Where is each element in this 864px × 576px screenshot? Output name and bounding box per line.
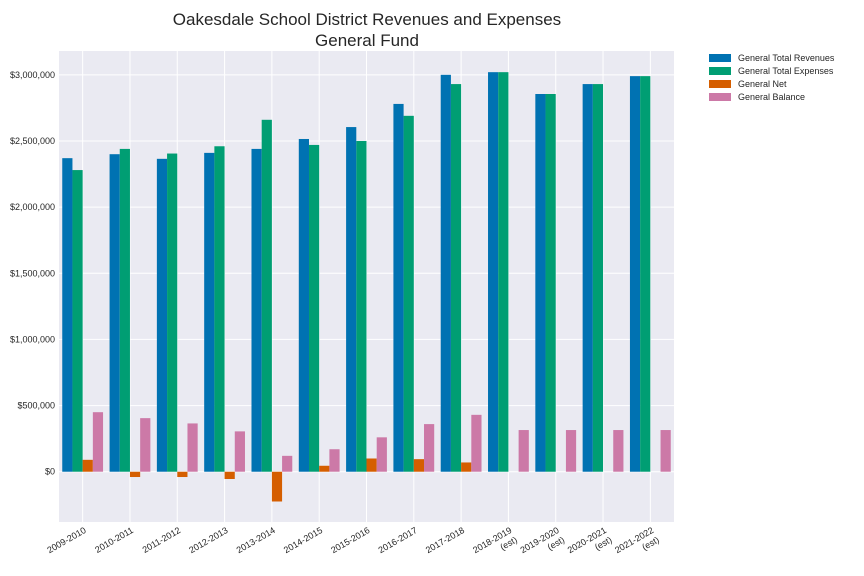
bar bbox=[471, 414, 482, 472]
bar bbox=[234, 431, 245, 472]
bar bbox=[613, 430, 624, 472]
bar bbox=[461, 462, 472, 472]
chart-title: Oakesdale School District Revenues and E… bbox=[173, 10, 561, 29]
x-tick-label: 2021-2022(est) bbox=[613, 525, 661, 565]
bar bbox=[167, 153, 178, 472]
bar bbox=[72, 170, 83, 472]
bar bbox=[298, 138, 309, 472]
bar bbox=[592, 84, 604, 472]
bar bbox=[119, 148, 130, 472]
y-tick-label: $2,500,000 bbox=[10, 136, 55, 146]
bar bbox=[488, 72, 499, 472]
bar bbox=[109, 154, 120, 472]
legend-swatch bbox=[709, 54, 731, 62]
bar bbox=[282, 455, 293, 472]
x-tick-label-line: 2010-2011 bbox=[93, 525, 135, 555]
bar bbox=[498, 72, 509, 472]
x-tick-label-line: 2013-2014 bbox=[235, 525, 277, 555]
y-tick-label: $3,000,000 bbox=[10, 70, 55, 80]
bar bbox=[214, 146, 225, 472]
y-tick-label: $2,000,000 bbox=[10, 202, 55, 212]
bar bbox=[319, 465, 330, 472]
x-tick-label-line: 2009-2010 bbox=[45, 525, 87, 555]
x-tick-label: 2017-2018 bbox=[424, 525, 466, 555]
legend-swatch bbox=[709, 93, 731, 101]
bar bbox=[518, 430, 529, 472]
bar bbox=[545, 93, 556, 472]
bar bbox=[440, 74, 451, 472]
x-tick-labels: 2009-2010 2010-2011 2011-2012 2012-2013 2013… bbox=[45, 525, 661, 565]
bar bbox=[187, 423, 198, 472]
bar bbox=[156, 158, 168, 472]
y-tick-labels: $0 $500,000 $1,000,000 $1,500,000 $2,000,000… bbox=[10, 70, 55, 477]
x-tick-label-line: 2015-2016 bbox=[329, 525, 371, 555]
legend-label: General Total Expenses bbox=[738, 66, 834, 76]
x-tick-label: 2014-2015 bbox=[282, 525, 324, 555]
legend-label: General Total Revenues bbox=[738, 53, 835, 63]
bar bbox=[413, 459, 425, 472]
x-tick-label-line: 2016-2017 bbox=[377, 525, 419, 555]
x-tick-label: 2010-2011 bbox=[93, 525, 135, 555]
bar bbox=[177, 471, 188, 478]
legend-swatch bbox=[709, 67, 731, 75]
bar bbox=[660, 430, 671, 472]
bar bbox=[329, 449, 340, 472]
x-tick-label: 2009-2010 bbox=[45, 525, 87, 555]
bar bbox=[82, 459, 93, 472]
bar bbox=[271, 471, 283, 502]
bar bbox=[640, 76, 651, 472]
bar bbox=[356, 140, 367, 472]
x-tick-label: 2011-2012 bbox=[141, 525, 183, 555]
bar bbox=[582, 84, 593, 472]
legend: General Total Revenues General Total Expe… bbox=[709, 53, 835, 102]
bar bbox=[629, 76, 641, 472]
bar bbox=[366, 458, 377, 472]
bar bbox=[261, 119, 272, 472]
bar bbox=[308, 144, 320, 472]
legend-label: General Balance bbox=[738, 92, 805, 102]
bar bbox=[92, 412, 104, 472]
bar bbox=[393, 103, 404, 472]
bar bbox=[376, 437, 387, 472]
bar bbox=[140, 418, 151, 472]
chart-subtitle: General Fund bbox=[315, 31, 419, 50]
bar bbox=[424, 424, 435, 472]
bar bbox=[62, 158, 73, 472]
bar bbox=[129, 471, 141, 478]
bar bbox=[251, 148, 262, 472]
x-tick-label-line: 2014-2015 bbox=[282, 525, 324, 555]
y-tick-label: $500,000 bbox=[17, 401, 55, 411]
bar bbox=[224, 471, 235, 480]
x-tick-label: 2012-2013 bbox=[187, 525, 229, 555]
bar bbox=[565, 430, 577, 472]
y-tick-label: $1,000,000 bbox=[10, 334, 55, 344]
bar bbox=[346, 127, 357, 472]
y-tick-label: $1,500,000 bbox=[10, 268, 55, 278]
x-tick-label: 2015-2016 bbox=[329, 525, 371, 555]
legend-swatch bbox=[709, 80, 731, 88]
bar bbox=[535, 93, 546, 472]
bars bbox=[62, 72, 671, 502]
y-tick-label: $0 bbox=[45, 467, 55, 477]
legend-label: General Net bbox=[738, 79, 787, 89]
x-tick-label: 2016-2017 bbox=[377, 525, 419, 555]
x-tick-label: 2018-2019(est) bbox=[471, 525, 519, 565]
x-tick-label-line: 2012-2013 bbox=[187, 525, 229, 555]
bar bbox=[450, 84, 462, 472]
x-tick-label-line: 2011-2012 bbox=[141, 525, 183, 555]
x-tick-label-line: 2017-2018 bbox=[424, 525, 466, 555]
x-tick-label: 2019-2020(est) bbox=[518, 525, 566, 565]
bar bbox=[403, 115, 414, 472]
bar bbox=[204, 152, 215, 472]
x-tick-label: 2020-2021(est) bbox=[566, 525, 614, 565]
x-tick-label: 2013-2014 bbox=[235, 525, 277, 555]
